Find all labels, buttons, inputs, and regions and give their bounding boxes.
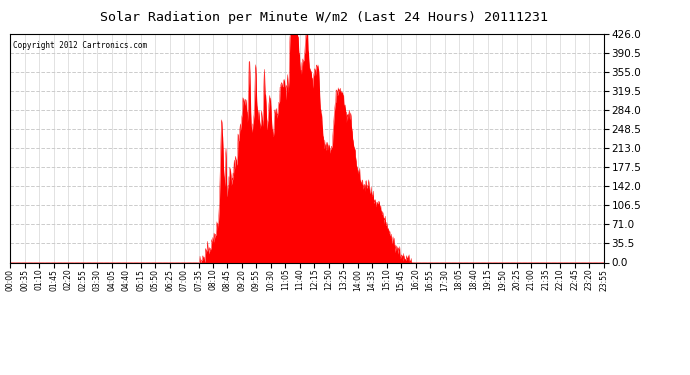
Text: Copyright 2012 Cartronics.com: Copyright 2012 Cartronics.com [13, 40, 148, 50]
Text: Solar Radiation per Minute W/m2 (Last 24 Hours) 20111231: Solar Radiation per Minute W/m2 (Last 24… [100, 11, 549, 24]
